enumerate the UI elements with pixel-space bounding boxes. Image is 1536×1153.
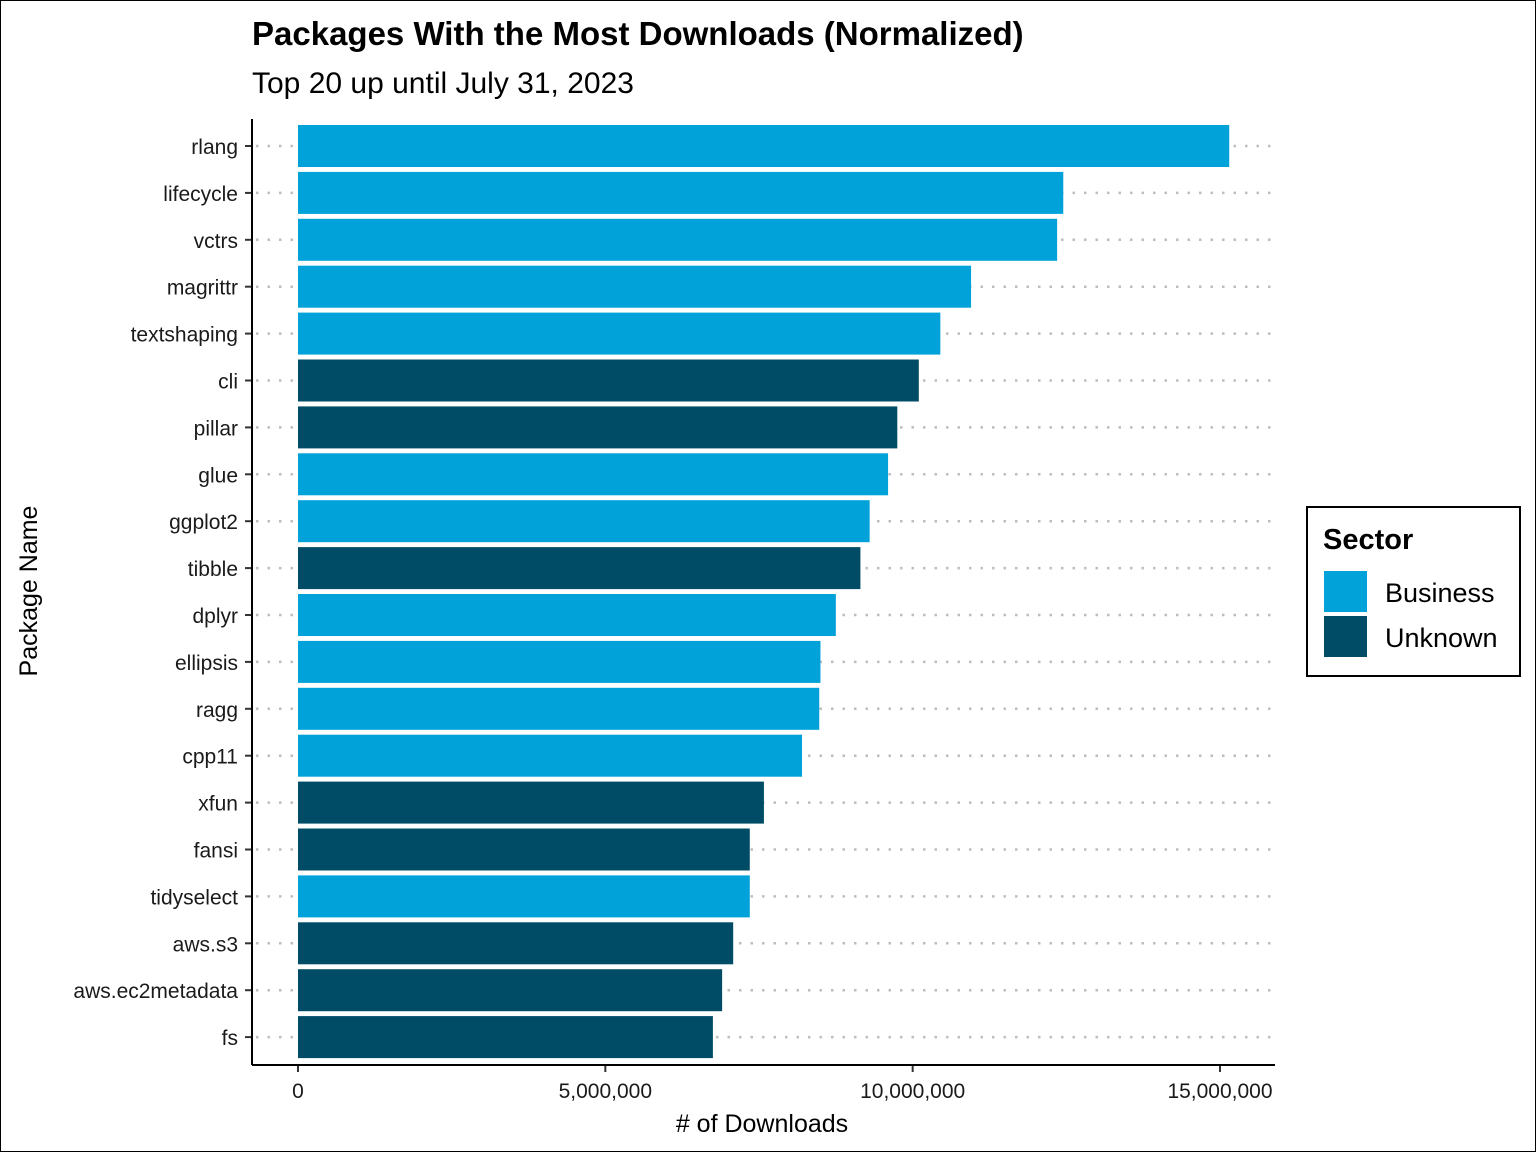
- y-tick-label: fs: [222, 1027, 238, 1050]
- y-tick-label: xfun: [198, 793, 238, 816]
- bars: [298, 125, 1230, 1059]
- x-axis-ticks: 0 5,000,000 10,000,000 15,000,000: [292, 1065, 1273, 1103]
- x-tick-label: 15,000,000: [1167, 1080, 1272, 1103]
- y-axis-ticks: rlang lifecycle vctrs magrittr textshaping cl…: [73, 136, 252, 1050]
- x-tick-label: 10,000,000: [860, 1080, 965, 1103]
- bar-fs: [298, 1016, 713, 1059]
- y-tick-label: ragg: [196, 699, 238, 722]
- bar-cpp11: [298, 734, 803, 777]
- bar-aws.s3: [298, 922, 734, 965]
- bar-magrittr: [298, 265, 972, 308]
- bar-fansi: [298, 828, 750, 871]
- bar-textshaping: [298, 312, 941, 355]
- y-tick-label: aws.s3: [173, 933, 238, 956]
- y-axis-title: Package Name: [15, 506, 43, 677]
- y-tick-label: aws.ec2metadata: [73, 980, 238, 1003]
- y-tick-label: cli: [218, 371, 238, 394]
- x-tick-label: 5,000,000: [559, 1080, 652, 1103]
- legend-entries: Business Unknown: [1324, 571, 1498, 657]
- bar-ggplot2: [298, 500, 870, 543]
- bar-pillar: [298, 406, 898, 449]
- bar-glue: [298, 453, 889, 496]
- bar-ellipsis: [298, 640, 821, 683]
- bar-dplyr: [298, 594, 836, 636]
- bar-tidyselect: [298, 875, 750, 918]
- y-tick-label: magrittr: [167, 277, 238, 300]
- legend-swatch-unknown: [1324, 616, 1367, 657]
- y-tick-label: tibble: [188, 558, 238, 581]
- y-tick-label: lifecycle: [163, 183, 238, 206]
- bar-cli: [298, 359, 919, 402]
- y-tick-label: dplyr: [192, 605, 238, 628]
- bar-aws.ec2metadata: [298, 969, 723, 1012]
- x-axis-title: # of Downloads: [676, 1110, 848, 1138]
- y-tick-label: fansi: [194, 840, 238, 863]
- y-tick-label: ellipsis: [175, 652, 238, 675]
- legend-label-business: Business: [1385, 578, 1495, 608]
- y-tick-label: pillar: [194, 417, 238, 440]
- bar-vctrs: [298, 218, 1058, 261]
- y-tick-label: rlang: [191, 136, 238, 159]
- bar-tibble: [298, 547, 861, 590]
- chart-subtitle: Top 20 up until July 31, 2023: [252, 67, 634, 100]
- chart-title: Packages With the Most Downloads (Normal…: [252, 15, 1024, 52]
- legend: Sector Business Unknown: [1306, 506, 1521, 677]
- y-tick-label: textshaping: [131, 324, 238, 347]
- bar-lifecycle: [298, 171, 1064, 214]
- bar-ragg: [298, 687, 820, 730]
- x-tick-label: 0: [292, 1080, 304, 1103]
- y-tick-label: cpp11: [182, 746, 238, 769]
- y-tick-label: vctrs: [194, 230, 238, 253]
- bar-xfun: [298, 781, 764, 824]
- legend-title: Sector: [1323, 524, 1413, 556]
- bar-rlang: [298, 125, 1230, 167]
- y-tick-label: tidyselect: [150, 886, 238, 909]
- legend-label-unknown: Unknown: [1385, 623, 1498, 653]
- legend-swatch-business: [1324, 571, 1367, 612]
- y-tick-label: ggplot2: [169, 511, 238, 534]
- y-tick-label: glue: [198, 464, 238, 487]
